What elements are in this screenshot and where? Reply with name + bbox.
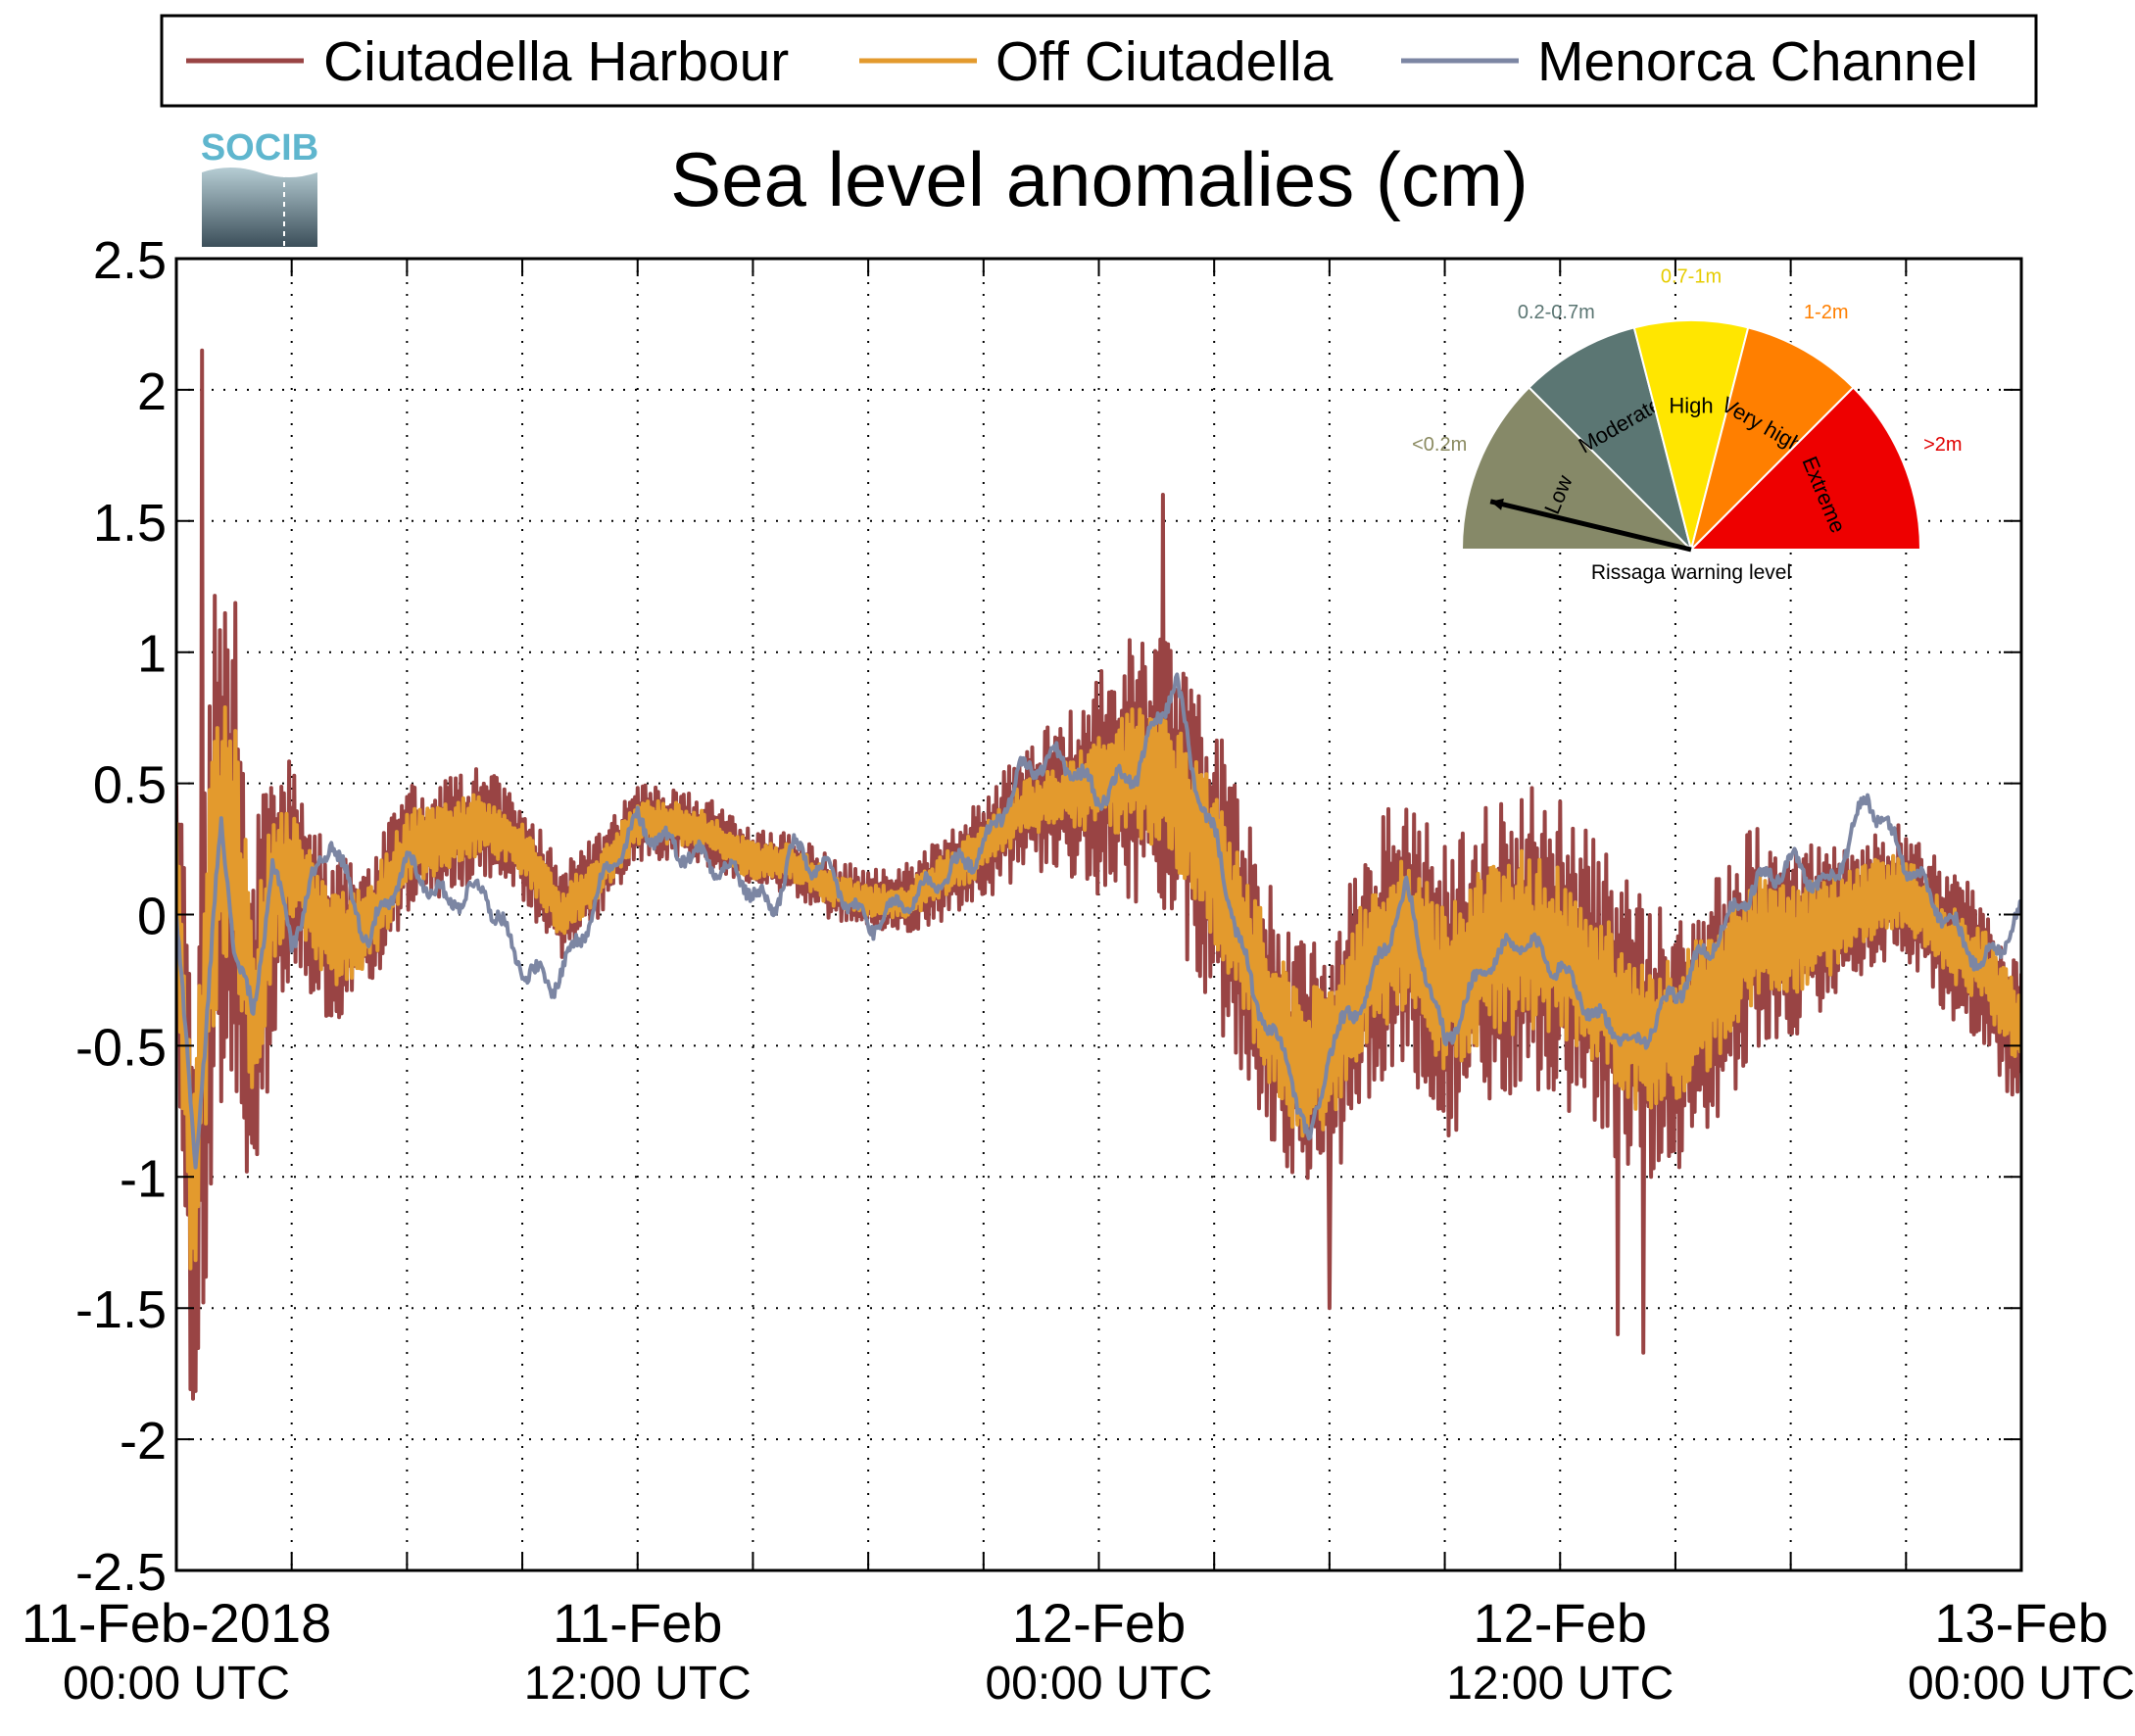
- gauge-segment-moderate: [1528, 326, 1693, 554]
- legend-label-harbour: Ciutadella Harbour: [323, 30, 789, 93]
- y-tick-label: -2.5: [75, 1543, 167, 1602]
- legend-label-off: Off Ciutadella: [995, 30, 1334, 93]
- y-tick-label: 1.5: [93, 494, 167, 553]
- socib-logo-text: SOCIB: [201, 127, 318, 169]
- x-tick-label-time: 00:00 UTC: [1908, 1658, 2135, 1710]
- gauge-range-high: 0.7-1m: [1661, 265, 1722, 287]
- y-tick-label: 0.5: [93, 756, 167, 815]
- x-tick-label-date: 11-Feb-2018: [22, 1592, 332, 1654]
- gauge-segment-high: [1632, 319, 1750, 551]
- socib-logo-wave: [202, 168, 317, 247]
- x-tick-label-date: 12-Feb: [1474, 1592, 1647, 1654]
- legend-frame: [160, 14, 2038, 108]
- x-tick-label-time: 00:00 UTC: [985, 1658, 1212, 1710]
- y-tick-label: 1: [137, 625, 167, 684]
- gauge-range-moderate: 0.2-0.7m: [1518, 302, 1595, 323]
- y-tick-label: -1: [120, 1149, 167, 1208]
- gauge-segment-very-high: [1689, 326, 1855, 554]
- gauge-range-extreme: >2m: [1923, 434, 1962, 456]
- menorca-channel-line: [176, 672, 2021, 1170]
- x-tick-label-time: 12:00 UTC: [524, 1658, 752, 1710]
- y-tick-label: 2: [137, 362, 167, 421]
- gauge-needle: [1489, 499, 1692, 553]
- gauge-title: Rissaga warning level: [1591, 561, 1791, 584]
- gauge-range-low: <0.2m: [1412, 434, 1467, 456]
- legend-label-channel: Menorca Channel: [1537, 30, 1978, 93]
- x-tick-label-time: 12:00 UTC: [1446, 1658, 1674, 1710]
- harbour-line: [176, 348, 2021, 1401]
- gauge-segment-extreme: [1688, 386, 1922, 551]
- legend: Ciutadella Harbour Off Ciutadella Menorc…: [160, 14, 2038, 108]
- gauge-range-very-high: 1-2m: [1804, 302, 1849, 323]
- y-tick-label: 2.5: [93, 231, 167, 290]
- axis-layer: 2.521.510.50-0.5-1-1.5-2-2.511-Feb-20180…: [22, 231, 2135, 1710]
- x-tick-label-date: 13-Feb: [1934, 1592, 2108, 1654]
- y-tick-label: -1.5: [75, 1280, 167, 1339]
- y-tick-label: -2: [120, 1412, 167, 1471]
- series-layer: [176, 348, 2021, 1401]
- x-tick-label-date: 11-Feb: [553, 1592, 722, 1654]
- x-tick-label-time: 00:00 UTC: [63, 1658, 290, 1710]
- socib-logo: SOCIB: [201, 127, 318, 247]
- y-tick-label: -0.5: [75, 1018, 167, 1077]
- y-tick-label: 0: [137, 888, 167, 946]
- chart-title: Sea level anomalies (cm): [670, 136, 1528, 222]
- gauge-needle-head: [1490, 498, 1504, 510]
- x-tick-label-date: 12-Feb: [1012, 1592, 1186, 1654]
- gauge-label-high: High: [1669, 394, 1713, 418]
